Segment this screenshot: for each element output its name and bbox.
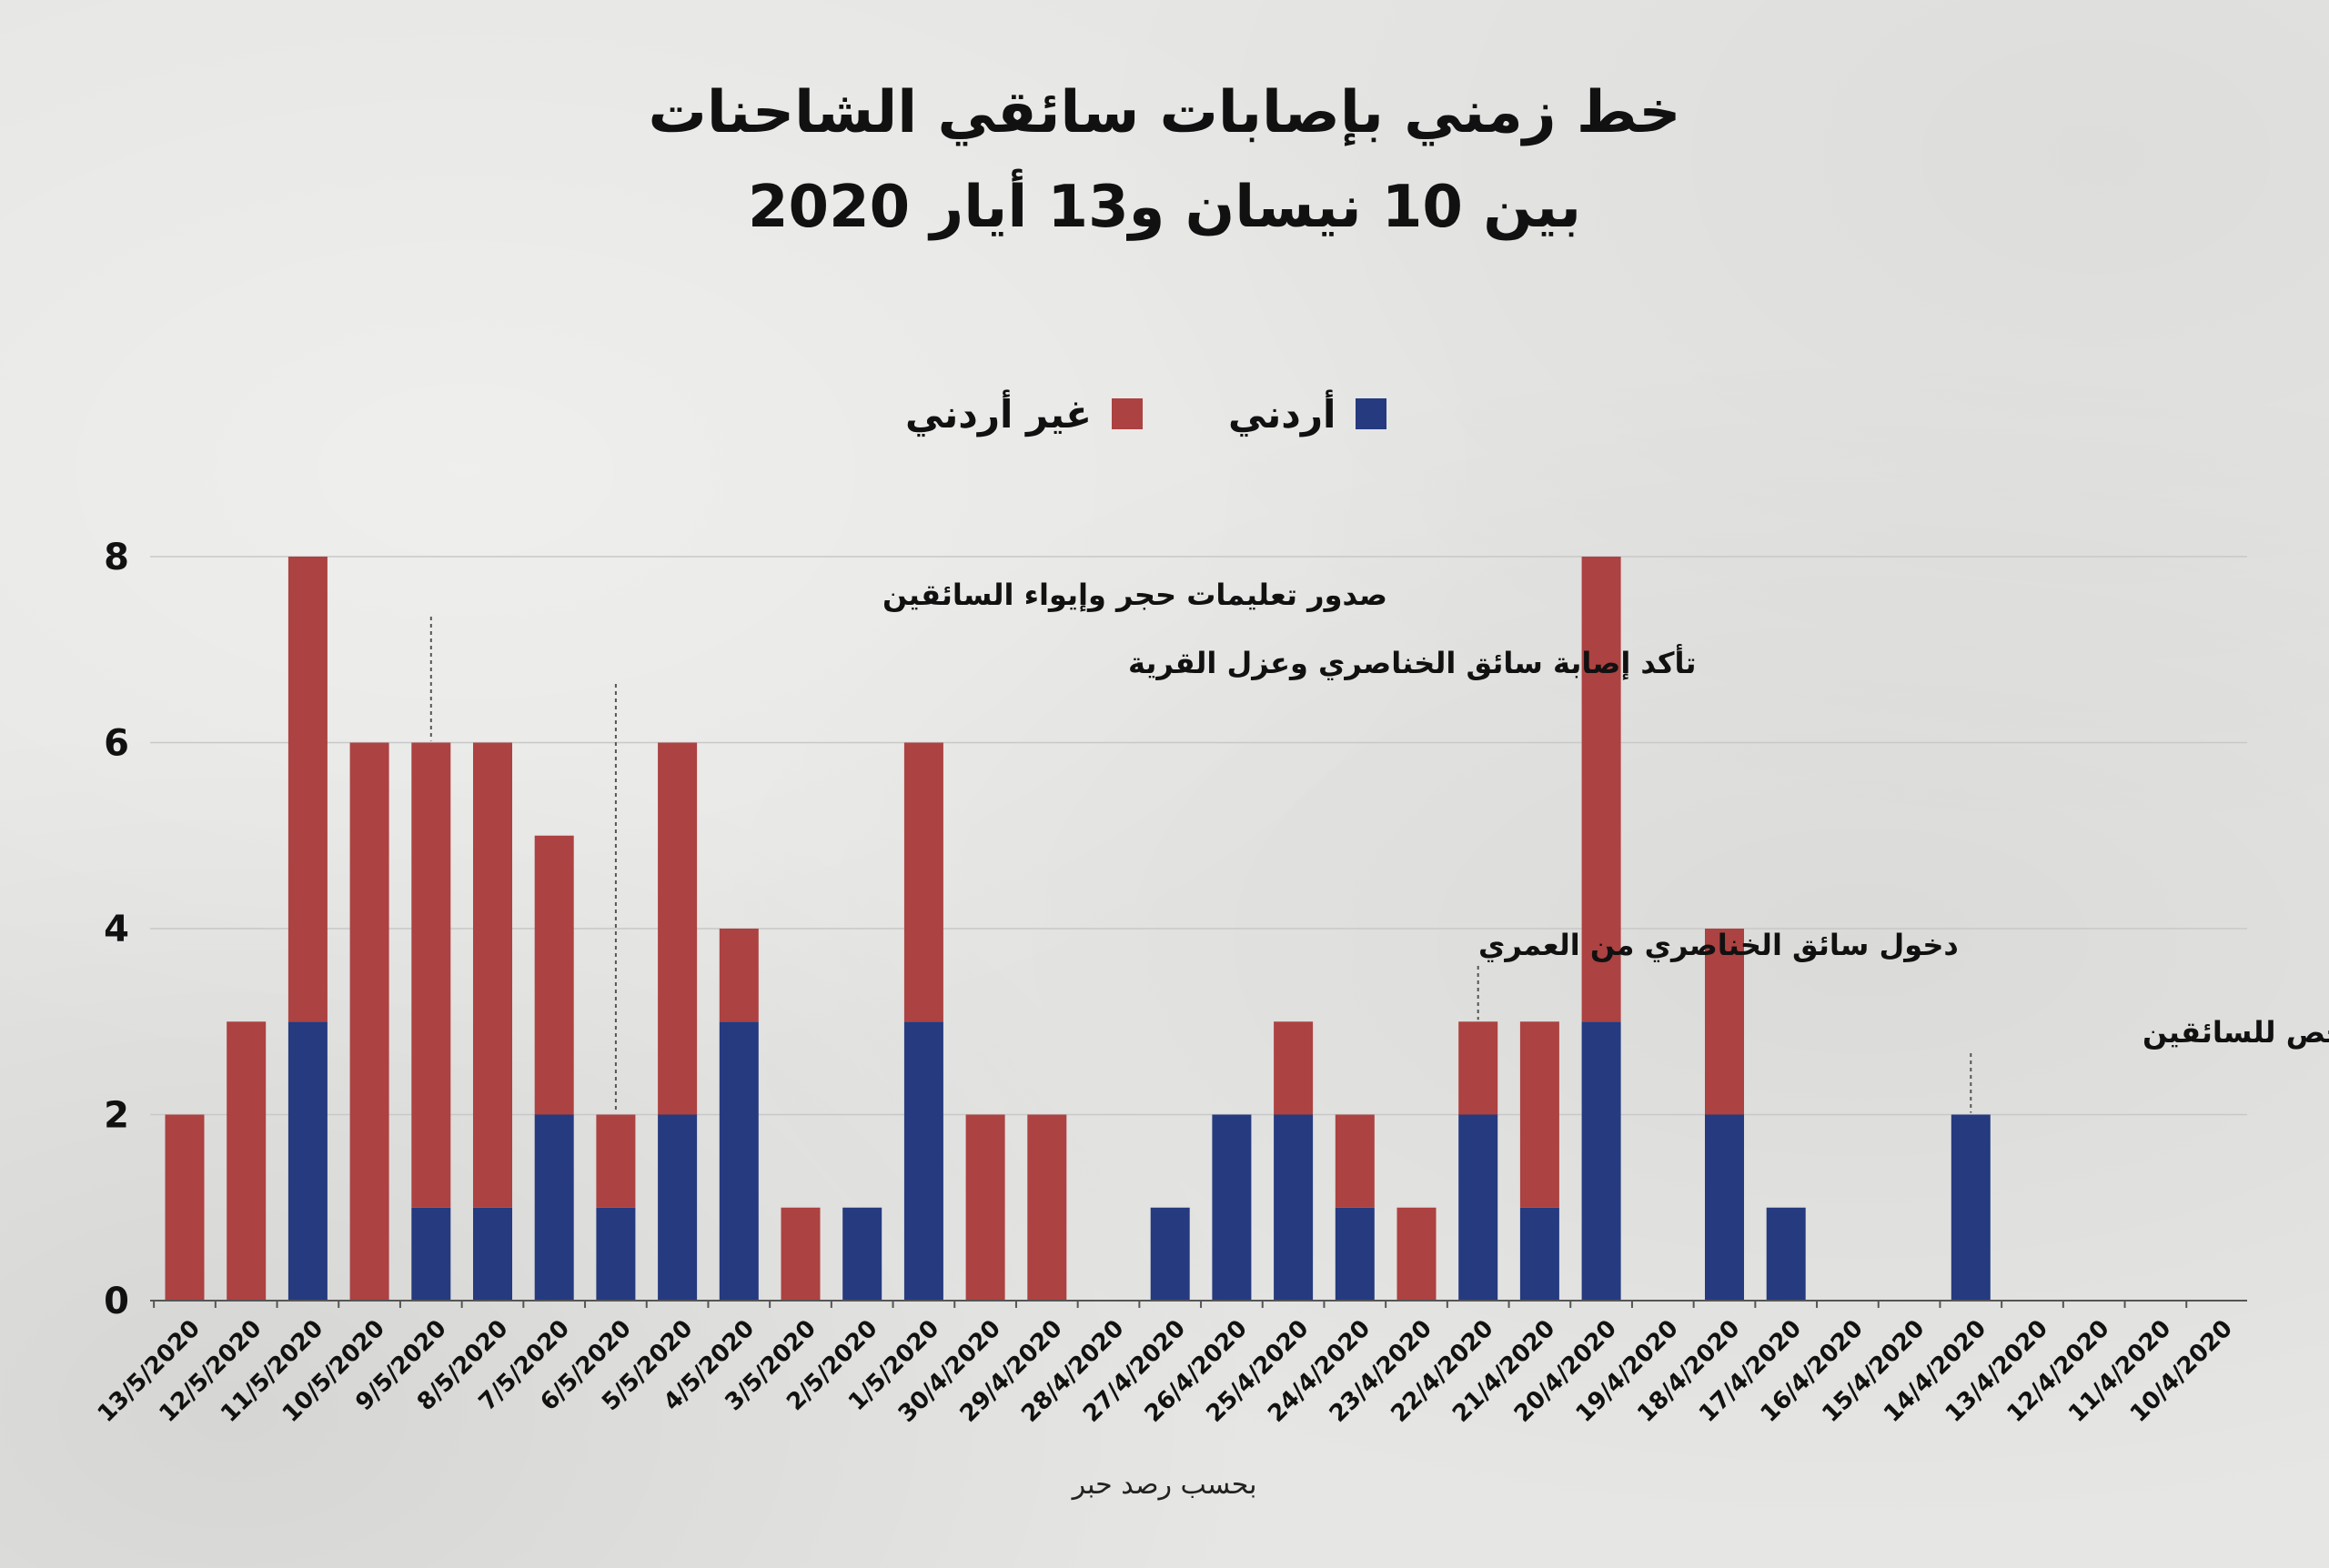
bar-non-jordanian bbox=[349, 742, 389, 1301]
bar-jordanian bbox=[842, 1207, 882, 1301]
bar-non-jordanian bbox=[165, 1114, 205, 1301]
bar-non-jordanian bbox=[781, 1207, 821, 1301]
bar-non-jordanian bbox=[1519, 1021, 1559, 1208]
bar-jordanian bbox=[1766, 1207, 1806, 1301]
bar-jordanian bbox=[1581, 1021, 1621, 1301]
bar-non-jordanian bbox=[1705, 929, 1744, 1115]
bar-non-jordanian bbox=[1458, 1021, 1498, 1115]
annotation-label: صدور تعليمات حجر وإيواء السائقين bbox=[882, 578, 1387, 613]
legend-swatch-jordanian bbox=[1356, 398, 1387, 429]
bar-non-jordanian bbox=[1274, 1021, 1314, 1115]
bar-jordanian bbox=[1705, 1114, 1744, 1301]
legend-swatch-non-jordanian bbox=[1111, 398, 1143, 429]
bar-non-jordanian bbox=[719, 929, 759, 1022]
bar-non-jordanian bbox=[473, 742, 512, 1208]
bar-jordanian bbox=[658, 1114, 698, 1301]
bar-jordanian bbox=[903, 1021, 943, 1301]
y-tick-label: 6 bbox=[104, 723, 129, 765]
bar-non-jordanian bbox=[1027, 1114, 1067, 1301]
source-note: بحسب رصد حبر bbox=[1072, 1469, 1257, 1501]
bar-jordanian bbox=[1458, 1114, 1498, 1301]
legend-item-non-jordanian: غير أردني bbox=[905, 391, 1143, 437]
bar-jordanian bbox=[596, 1207, 636, 1301]
chart-title-line-2: بين 10 نيسان و13 أيار 2020 bbox=[748, 174, 1581, 241]
bar-non-jordanian bbox=[658, 742, 698, 1115]
annotation-label: بدء اعتماد الفحص للسائقين bbox=[2142, 1015, 2329, 1050]
y-tick-label: 8 bbox=[104, 537, 129, 578]
bar-non-jordanian bbox=[965, 1114, 1005, 1301]
bar-jordanian bbox=[287, 1021, 328, 1301]
bar-non-jordanian bbox=[534, 835, 574, 1115]
bar-non-jordanian bbox=[596, 1114, 636, 1208]
legend-label-non-jordanian: غير أردني bbox=[905, 391, 1092, 437]
bar-jordanian bbox=[1212, 1114, 1252, 1301]
bar-non-jordanian bbox=[903, 742, 943, 1022]
bar-non-jordanian bbox=[411, 742, 451, 1208]
y-tick-label: 2 bbox=[104, 1095, 129, 1137]
bar-non-jordanian bbox=[1396, 1207, 1437, 1301]
annotation-label: دخول سائق الخناصري من العمري bbox=[1478, 928, 1959, 962]
bar-non-jordanian bbox=[1335, 1114, 1375, 1208]
bar-jordanian bbox=[1951, 1114, 1991, 1301]
bar-jordanian bbox=[534, 1114, 574, 1301]
bar-non-jordanian bbox=[227, 1021, 267, 1301]
y-tick-label: 0 bbox=[104, 1281, 129, 1322]
annotation-label: تأكد إصابة سائق الخناصري وعزل القرية bbox=[1128, 644, 1697, 681]
bar-non-jordanian bbox=[1581, 557, 1621, 1022]
bar-jordanian bbox=[1519, 1207, 1559, 1301]
bar-jordanian bbox=[473, 1207, 512, 1301]
bar-jordanian bbox=[1274, 1114, 1314, 1301]
bar-jordanian bbox=[1150, 1207, 1190, 1301]
y-tick-label: 4 bbox=[104, 909, 129, 950]
legend-item-jordanian: أردني bbox=[1228, 391, 1387, 437]
legend-label-jordanian: أردني bbox=[1228, 391, 1336, 437]
bar-jordanian bbox=[719, 1021, 759, 1301]
chart-title-line-1: خط زمني بإصابات سائقي الشاحنات bbox=[648, 79, 1681, 146]
bar-non-jordanian bbox=[287, 557, 328, 1022]
bar-jordanian bbox=[1335, 1207, 1375, 1301]
bar-jordanian bbox=[411, 1207, 451, 1301]
